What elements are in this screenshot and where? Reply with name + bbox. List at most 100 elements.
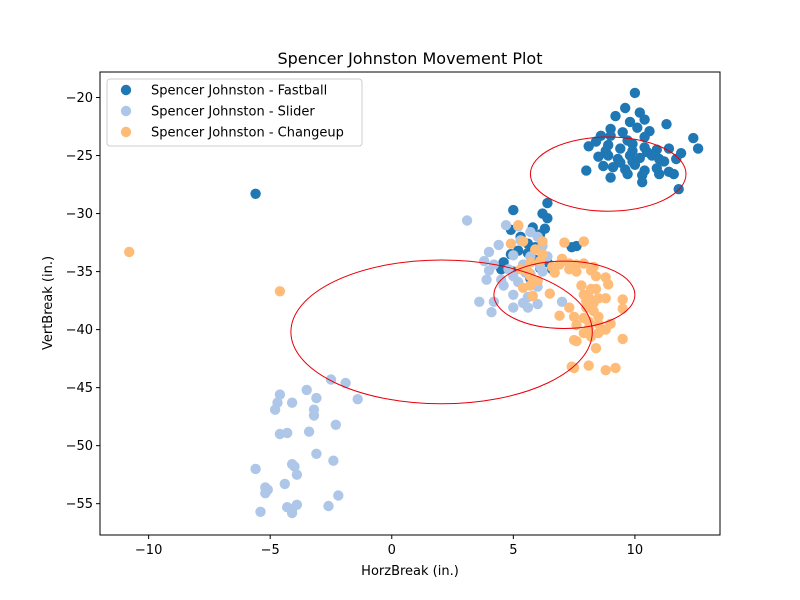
point-series-0: [627, 145, 638, 157]
point-series-2: [549, 267, 560, 278]
point-series-2: [513, 220, 524, 231]
y-tick-label: −45: [66, 381, 93, 396]
y-tick-label: −35: [66, 265, 93, 280]
point-series-0: [622, 168, 633, 180]
point-series-1: [250, 463, 261, 475]
point-series-0: [641, 146, 653, 158]
point-series-1: [289, 461, 300, 472]
point-series-1: [308, 410, 320, 421]
point-series-1: [303, 426, 315, 437]
point-series-1: [508, 250, 519, 261]
x-tick-label: 0: [388, 543, 396, 558]
point-series-1: [500, 220, 512, 231]
point-series-2: [124, 246, 135, 258]
point-series-2: [590, 271, 602, 282]
cluster-ellipse-2: [493, 260, 636, 329]
x-tick-label: 10: [627, 543, 644, 558]
point-series-2: [554, 310, 565, 321]
point-series-1: [532, 298, 543, 310]
y-tick-label: −30: [66, 207, 93, 222]
point-series-1: [323, 500, 334, 512]
point-series-2: [593, 318, 604, 329]
point-series-1: [286, 397, 298, 408]
point-series-0: [654, 168, 665, 180]
point-series-2: [571, 336, 582, 347]
x-tick-label: −10: [135, 543, 162, 558]
chart-title: Spencer Johnston Movement Plot: [277, 49, 542, 68]
point-series-2: [537, 236, 548, 247]
legend-label: Spencer Johnston - Fastball: [151, 84, 327, 99]
point-series-1: [537, 266, 548, 277]
point-series-2: [600, 293, 611, 304]
point-series-0: [663, 143, 675, 154]
point-series-1: [282, 427, 293, 439]
point-series-2: [559, 237, 570, 248]
point-series-0: [542, 197, 553, 209]
point-series-0: [610, 110, 621, 122]
legend-label: Spencer Johnston - Slider: [151, 105, 315, 120]
ellipse-layer: [290, 136, 687, 405]
point-series-2: [585, 331, 597, 342]
point-series-2: [617, 294, 628, 305]
point-series-0: [508, 204, 519, 216]
point-series-1: [311, 448, 322, 459]
y-tick-label: −20: [66, 91, 93, 106]
point-series-1: [493, 239, 504, 251]
point-series-0: [639, 114, 650, 125]
point-series-0: [620, 102, 631, 114]
point-series-2: [600, 324, 611, 335]
point-series-0: [617, 127, 628, 138]
point-series-1: [291, 469, 303, 480]
y-axis-label: VertBreak (in.): [41, 256, 56, 350]
point-series-0: [593, 151, 604, 162]
y-tick-label: −55: [66, 497, 93, 512]
point-series-0: [627, 156, 638, 167]
point-series-2: [505, 238, 517, 249]
legend-marker: [120, 126, 132, 138]
point-series-0: [692, 143, 704, 154]
point-series-0: [661, 119, 672, 130]
y-tick-label: −40: [66, 323, 93, 338]
point-series-0: [624, 116, 636, 128]
y-tick-label: −50: [66, 439, 93, 454]
legend-marker: [120, 84, 132, 96]
point-series-2: [600, 365, 611, 376]
point-series-0: [590, 136, 602, 147]
point-series-0: [605, 172, 616, 183]
point-series-0: [671, 153, 682, 165]
point-series-0: [639, 131, 650, 143]
point-series-0: [605, 130, 616, 141]
point-series-1: [260, 488, 271, 499]
point-series-2: [617, 303, 628, 314]
point-series-1: [333, 490, 344, 501]
point-series-2: [568, 362, 580, 374]
point-series-1: [311, 392, 322, 404]
y-tick-label: −25: [66, 149, 93, 164]
point-series-0: [542, 213, 553, 224]
point-series-2: [617, 333, 628, 345]
point-series-1: [508, 289, 519, 300]
point-series-0: [600, 145, 611, 157]
x-axis: −10 −5 0 5 10: [135, 535, 643, 558]
point-series-2: [556, 253, 568, 264]
point-series-1: [301, 384, 312, 396]
x-tick-label: 5: [509, 543, 517, 558]
point-series-0: [581, 165, 592, 176]
y-axis: −20 −25 −30 −35 −40 −45 −50 −55: [66, 91, 100, 512]
point-series-2: [571, 266, 582, 277]
point-series-0: [668, 168, 679, 180]
point-series-1: [508, 302, 519, 313]
point-series-0: [688, 132, 699, 144]
point-series-2: [532, 275, 543, 287]
cluster-ellipse-1: [290, 259, 593, 405]
point-series-2: [590, 283, 602, 295]
point-series-1: [483, 265, 495, 276]
point-series-1: [498, 280, 509, 291]
point-series-2: [544, 288, 555, 299]
point-series-1: [328, 455, 339, 466]
points-layer: [124, 87, 704, 519]
point-series-2: [578, 236, 589, 247]
point-series-2: [568, 311, 580, 322]
legend-box: [106, 78, 363, 147]
